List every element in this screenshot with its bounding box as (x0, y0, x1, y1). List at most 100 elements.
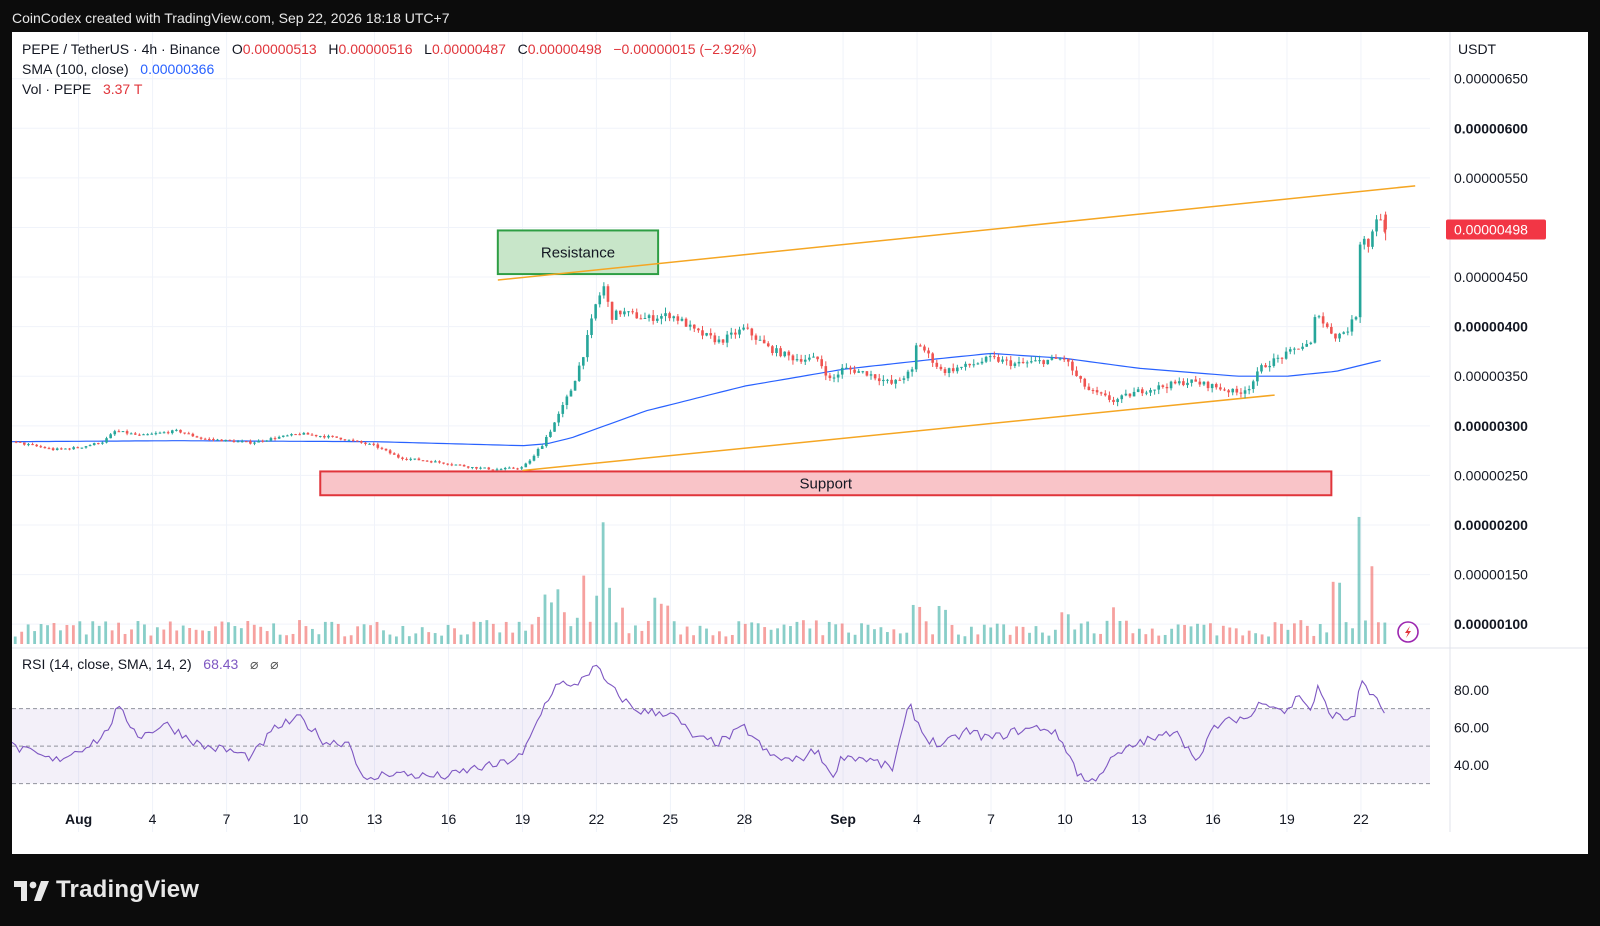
volume-bar (1047, 635, 1051, 644)
candle-body (684, 318, 688, 327)
volume-bar (860, 623, 863, 644)
volume-bar (1183, 624, 1186, 644)
volume-bar (782, 624, 786, 644)
volume-bar (491, 623, 495, 644)
volume-bar (918, 606, 922, 644)
chart-panel[interactable]: Resistance Support USDT 0.00000650 0.000006… (12, 32, 1588, 854)
last-candle-body (1384, 214, 1387, 230)
candle-body (212, 439, 215, 441)
volume-bar (517, 621, 521, 644)
price-tick-label: 0.00000150 (1454, 567, 1528, 583)
candle-body (294, 434, 297, 436)
volume-bar (278, 634, 282, 644)
volume-bar (698, 625, 702, 644)
candle-body (627, 311, 630, 313)
volume-bar (466, 634, 469, 644)
candle-body (339, 437, 343, 440)
legend-rsi-label: RSI (14, close, SMA, 14, 2) (22, 656, 192, 672)
volume-bar (59, 630, 62, 644)
support-zone (319, 470, 1333, 497)
legend-rsi-row[interactable]: RSI (14, close, SMA, 14, 2) 68.43 ⌀ ⌀ (22, 656, 279, 673)
candle-body (302, 432, 306, 435)
candle-body (23, 442, 26, 445)
legend-sma-label: SMA (100, close) (22, 61, 129, 77)
candle-body (590, 318, 593, 335)
volume-bar (227, 622, 230, 644)
candle-body (1083, 378, 1087, 387)
volume-bar (330, 621, 334, 644)
candle-body (655, 318, 659, 321)
candle-body (762, 339, 766, 344)
candle-body (434, 461, 437, 463)
candle-body (331, 435, 334, 437)
support-label: Support (800, 475, 853, 492)
candle-body (1182, 381, 1185, 386)
volume-bar (1293, 623, 1296, 644)
candle-body (376, 444, 380, 448)
volume-bar (608, 587, 611, 644)
candle-body (849, 367, 852, 370)
volume-bar (789, 626, 792, 644)
time-tick-label: 22 (1353, 811, 1369, 827)
time-tick-label: Aug (65, 811, 92, 827)
candle-body (397, 454, 400, 458)
candle-body (750, 328, 754, 336)
current-price-badge (1446, 219, 1546, 240)
candle-body (758, 339, 762, 341)
legend-vol-row[interactable]: Vol · PEPE 3.37 T (22, 81, 142, 97)
candle-body (1309, 342, 1313, 344)
candle-body (512, 467, 515, 469)
volume-bar (634, 625, 637, 644)
volume-bar (550, 602, 553, 644)
chart-canvas[interactable]: Resistance Support USDT 0.00000650 0.000006… (12, 32, 1588, 854)
candle-body (277, 436, 281, 439)
volume-bar (814, 620, 818, 644)
lightning-bolt (1405, 626, 1411, 638)
volume-bar (885, 632, 889, 644)
volume-bar (1002, 624, 1006, 644)
volume-bar (401, 625, 405, 644)
candle-body (265, 440, 269, 442)
candle-body (1021, 361, 1025, 363)
volume-bar (194, 629, 198, 644)
time-tick-label: 7 (987, 811, 995, 827)
volume-bar (944, 609, 947, 644)
volume-bar (136, 621, 140, 644)
candle-body (1354, 317, 1358, 320)
volume-bar (97, 625, 101, 644)
candle-body (417, 458, 421, 461)
volume-bar (957, 634, 960, 644)
candle-body (910, 369, 914, 372)
candle-body (491, 469, 495, 471)
time-tick-label: 19 (515, 811, 531, 827)
candle-body (125, 431, 129, 434)
volume-bar (201, 630, 204, 644)
volume-bar (582, 575, 586, 644)
candle-body (1293, 348, 1296, 350)
candle-body (820, 359, 823, 367)
volume-bar (821, 635, 825, 644)
volume-bar (969, 626, 973, 644)
time-tick-label: 25 (663, 811, 679, 827)
volume-bar (595, 595, 599, 644)
volume-bar (143, 624, 146, 644)
volume-bar (1254, 633, 1258, 644)
volume-bar (724, 636, 728, 644)
candle-body (1190, 379, 1193, 383)
volume-bar (879, 627, 883, 644)
volume-bar (1221, 625, 1225, 644)
candle-body (1132, 391, 1136, 397)
candle-body (721, 339, 725, 343)
candle-body (914, 345, 918, 370)
candle-body (1050, 357, 1054, 360)
candle-body (898, 379, 902, 381)
candle-body (438, 461, 441, 463)
candle-body (380, 447, 384, 449)
candle-body (446, 463, 449, 465)
candle-body (717, 339, 721, 343)
volume-bar (963, 636, 967, 644)
volume-bar (924, 621, 928, 644)
candle-body (725, 334, 729, 343)
candle-body (869, 374, 873, 376)
legend-sma-row[interactable]: SMA (100, close) 0.00000366 (22, 61, 214, 77)
